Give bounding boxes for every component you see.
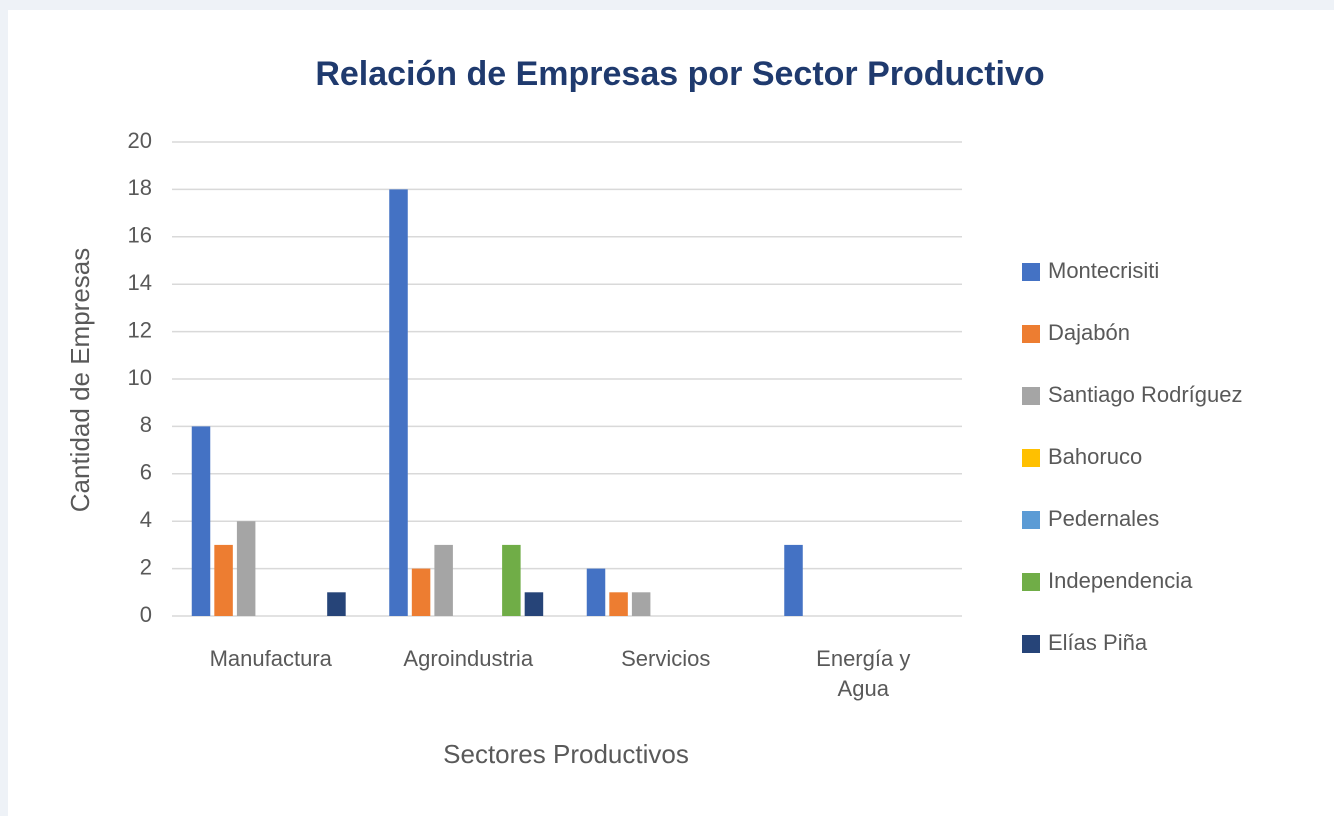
bar	[434, 544, 453, 616]
bar	[389, 189, 408, 616]
legend-label: Bahoruco	[1048, 444, 1142, 469]
x-tick-label: Manufactura	[209, 646, 332, 671]
y-tick-label: 0	[140, 602, 152, 627]
y-tick-label: 6	[140, 460, 152, 485]
legend-label: Independencia	[1048, 568, 1193, 593]
bar	[214, 544, 233, 616]
y-tick-label: 16	[128, 223, 152, 248]
y-tick-label: 20	[128, 128, 152, 153]
chart-card	[8, 10, 1334, 816]
y-tick-label: 8	[140, 412, 152, 437]
legend-label: Santiago Rodríguez	[1048, 382, 1242, 407]
legend-swatch	[1022, 263, 1040, 281]
legend-swatch	[1022, 511, 1040, 529]
legend-label: Pedernales	[1048, 506, 1159, 531]
legend-swatch	[1022, 635, 1040, 653]
y-tick-label: 18	[128, 175, 152, 200]
x-tick-label: Agroindustria	[403, 646, 534, 671]
bar	[236, 521, 256, 616]
x-axis-title: Sectores Productivos	[443, 739, 689, 769]
y-tick-label: 4	[140, 507, 152, 532]
bar	[327, 592, 346, 616]
legend-label: Dajabón	[1048, 320, 1130, 345]
legend-swatch	[1022, 449, 1040, 467]
x-tick-label: Servicios	[621, 646, 711, 671]
y-tick-label: 14	[128, 270, 152, 295]
chart-title: Relación de Empresas por Sector Producti…	[315, 55, 1044, 93]
y-tick-label: 12	[128, 317, 152, 342]
bar	[191, 426, 211, 616]
legend-swatch	[1022, 573, 1040, 591]
y-axis-title: Cantidad de Empresas	[65, 248, 95, 512]
bar	[784, 544, 803, 616]
bar	[586, 568, 606, 616]
legend-label: Elías Piña	[1048, 630, 1148, 655]
y-tick-label: 2	[140, 554, 152, 579]
legend-label: Montecrisiti	[1048, 258, 1159, 283]
legend-swatch	[1022, 325, 1040, 343]
legend-swatch	[1022, 387, 1040, 405]
bar	[524, 592, 544, 616]
bar	[411, 568, 431, 616]
bar	[631, 592, 651, 616]
y-tick-label: 10	[128, 365, 152, 390]
x-tick-label: Energía y Agua	[816, 646, 911, 701]
bar	[502, 544, 521, 616]
bar	[609, 592, 628, 616]
